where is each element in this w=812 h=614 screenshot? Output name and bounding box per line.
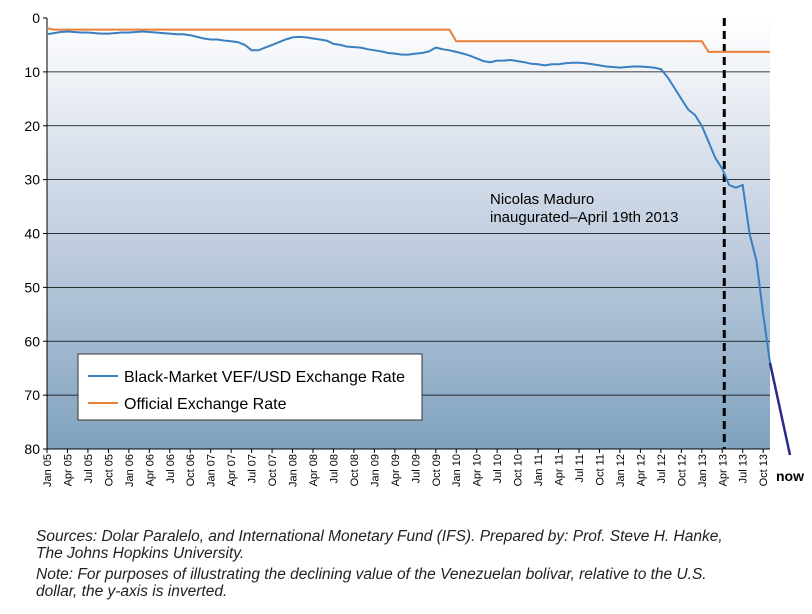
x-tick-label: Oct 13 <box>758 454 770 486</box>
x-tick-label: Jan 10 <box>451 454 463 487</box>
x-tick-label: Apr 10 <box>472 454 484 486</box>
annotation-text: Nicolas Maduro <box>490 191 594 208</box>
y-tick-label: 30 <box>24 172 40 188</box>
source: Sources: Dolar Paralelo, and Internation… <box>36 528 723 562</box>
now-arrow <box>768 362 792 456</box>
x-tick-label: Oct 10 <box>513 454 525 486</box>
x-tick-label: Jul 13 <box>738 454 750 483</box>
source-line: The Johns Hopkins University. <box>36 545 245 562</box>
now-label: now <box>776 468 804 484</box>
legend-label: Official Exchange Rate <box>124 396 287 413</box>
x-tick-label: Jul 07 <box>247 454 259 483</box>
annotation-text: inaugurated–April 19th 2013 <box>490 209 678 226</box>
x-tick-label: Jan 12 <box>615 454 627 487</box>
legend: Black-Market VEF/USD Exchange Rate Offici… <box>77 353 423 421</box>
x-tick-label: Jul 09 <box>410 454 422 483</box>
x-tick-label: Jan 08 <box>288 454 300 487</box>
x-tick-label: Apr 09 <box>390 454 402 486</box>
x-tick-label: Jan 05 <box>42 454 54 487</box>
legend-label: Black-Market VEF/USD Exchange Rate <box>124 369 405 386</box>
x-tick-label: Oct 07 <box>267 454 279 486</box>
series-line <box>46 30 771 363</box>
x-tick-label: Jan 13 <box>697 454 709 487</box>
x-tick-label: Oct 12 <box>676 454 688 486</box>
series-line <box>46 27 770 53</box>
x-tick-label: Oct 05 <box>103 454 115 486</box>
x-tick-label: Oct 09 <box>431 454 443 486</box>
x-tick-label: Oct 11 <box>594 454 606 486</box>
x-tick-label: Apr 06 <box>144 454 156 486</box>
x-tick-label: Apr 12 <box>635 454 647 486</box>
note: Note: For purposes of illustrating the d… <box>36 566 707 600</box>
x-tick-label: Jan 06 <box>124 454 136 487</box>
x-tick-label: Apr 07 <box>226 454 238 486</box>
x-tick-label: Jan 09 <box>369 454 381 487</box>
x-tick-label: Apr 11 <box>554 454 566 486</box>
x-tick-label: Jul 08 <box>328 454 340 483</box>
y-tick-label: 60 <box>24 333 40 349</box>
y-tick-label: 50 <box>24 279 40 295</box>
x-tick-label: Jul 12 <box>656 454 668 483</box>
y-tick-label: 70 <box>24 387 40 403</box>
x-tick-label: Jan 07 <box>206 454 218 487</box>
x-tick-label: Jul 05 <box>83 454 95 483</box>
note-line: Note: For purposes of illustrating the d… <box>36 566 707 583</box>
y-tick-label: 40 <box>24 226 40 242</box>
y-tick-label: 10 <box>24 64 40 80</box>
y-tick-label: 20 <box>24 118 40 134</box>
x-tick-label: Jul 10 <box>492 454 504 483</box>
y-tick-label: 0 <box>32 10 40 26</box>
x-tick-label: Jul 11 <box>574 454 586 483</box>
x-tick-label: Oct 08 <box>349 454 361 486</box>
x-tick-label: Apr 13 <box>717 454 729 486</box>
x-tick-label: Jul 06 <box>165 454 177 483</box>
x-tick-label: Oct 06 <box>185 454 197 486</box>
x-tick-label: Apr 05 <box>62 454 74 486</box>
note-line: dollar, the y-axis is inverted. <box>36 583 228 600</box>
source-line: Sources: Dolar Paralelo, and Internation… <box>36 528 723 545</box>
y-tick-label: 80 <box>24 441 40 457</box>
legend-box <box>77 353 423 421</box>
x-tick-label: Jan 11 <box>533 454 545 486</box>
x-tick-label: Apr 08 <box>308 454 320 486</box>
